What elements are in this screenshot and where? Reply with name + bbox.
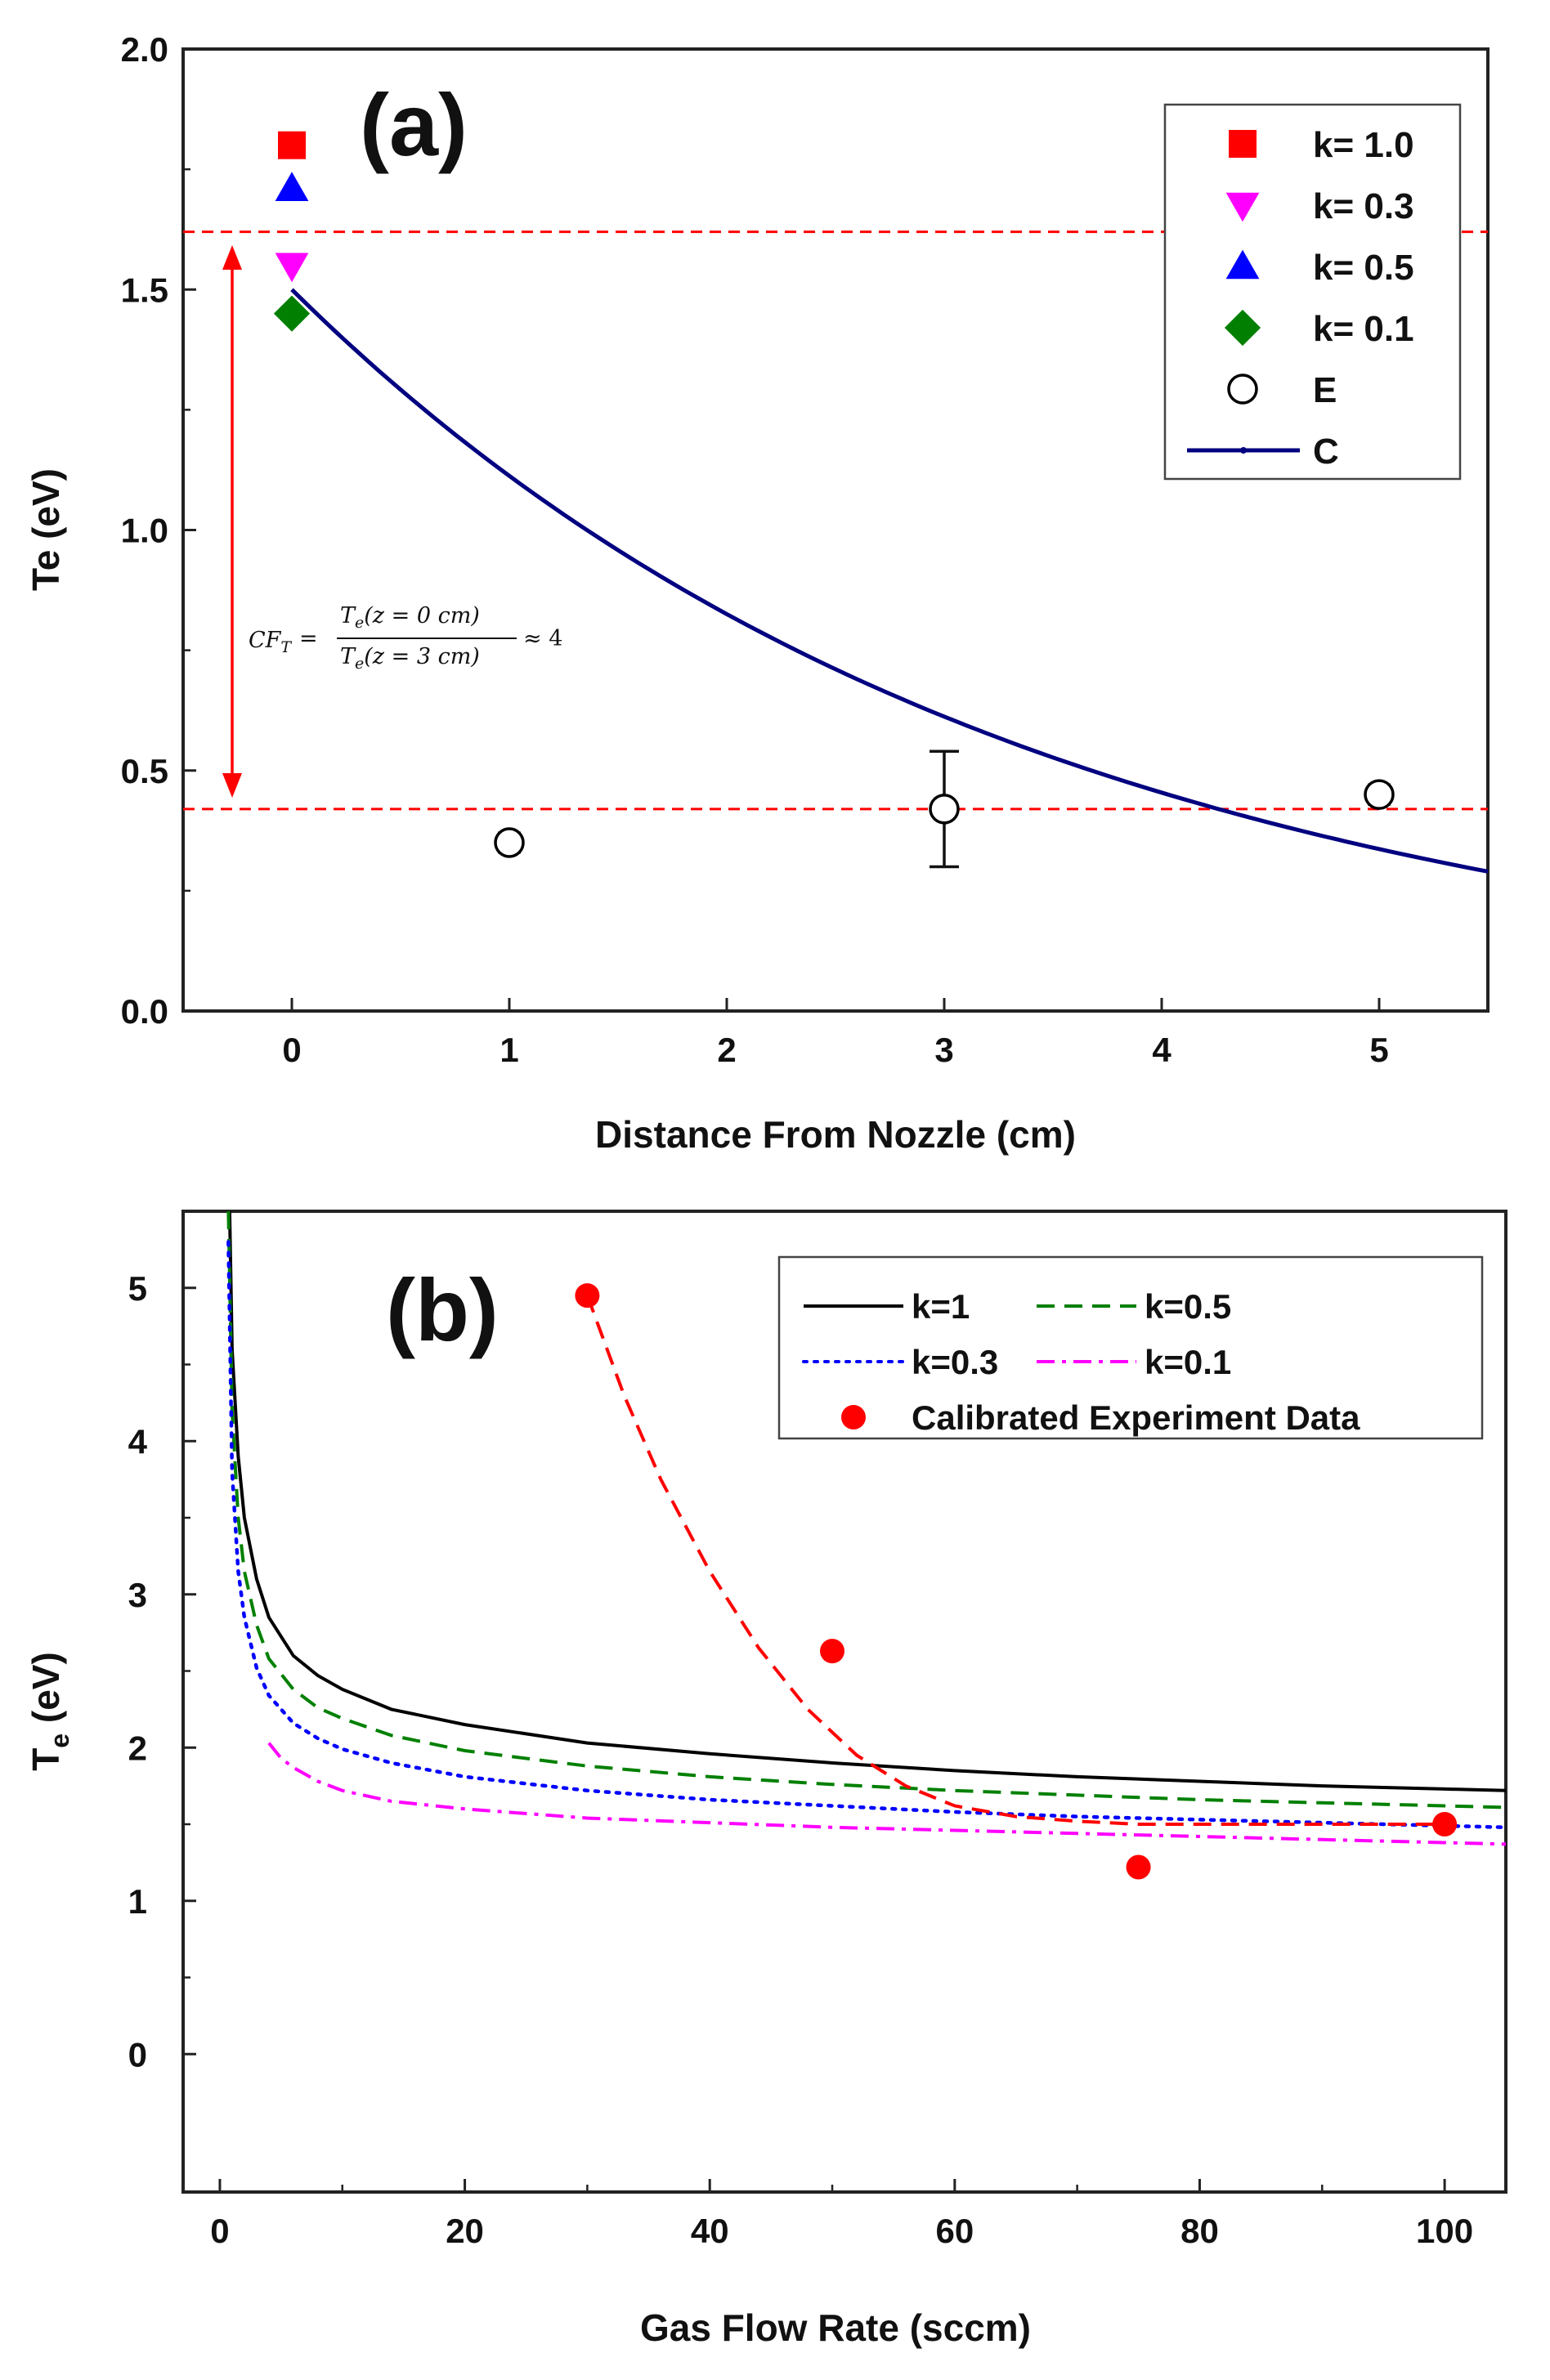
experiment-point xyxy=(820,1639,845,1664)
panel-a-ytick-label: 2.0 xyxy=(121,30,168,69)
panel-a-xtick-label: 2 xyxy=(717,1031,736,1069)
panel-b-xtick-label: 60 xyxy=(935,2212,974,2250)
legend-label: E xyxy=(1313,370,1337,410)
eq-equals: = xyxy=(299,626,318,651)
panel-b-xtick-label: 100 xyxy=(1416,2212,1473,2250)
eq-lhs: CF xyxy=(249,628,282,653)
fit-curve-experiment xyxy=(585,1295,1445,1826)
panel-b-ytick-label: 0 xyxy=(128,2035,147,2074)
panel-b-ytick-label: 5 xyxy=(128,1269,147,1308)
panel-a-xtick-label: 1 xyxy=(499,1031,518,1069)
legend-label: k=1 xyxy=(912,1287,970,1326)
eq-rhs: ≈ 4 xyxy=(523,626,562,651)
panel-b-xtick-label: 20 xyxy=(446,2212,484,2250)
panel-a-legend-box xyxy=(1163,103,1462,481)
panel-a-ytick-label: 1.5 xyxy=(121,271,168,309)
panel-a-xlabel: Distance From Nozzle (cm) xyxy=(595,1113,1076,1156)
eq-num-arg: (z = 0 cm) xyxy=(364,603,480,629)
panel-a-xtick-label: 0 xyxy=(282,1031,301,1069)
point-e xyxy=(494,827,525,858)
curve-k03 xyxy=(226,1240,1508,1830)
point-k01 xyxy=(273,295,311,332)
cf-arrow xyxy=(222,245,242,798)
panel-a-ytick-label: 0.0 xyxy=(121,992,168,1031)
point-e xyxy=(1364,779,1395,810)
panel-b-plot-frame xyxy=(181,1210,1507,2194)
point-k03 xyxy=(275,253,309,283)
curve-k01 xyxy=(267,1742,1507,1846)
panel-a-xtick-label: 4 xyxy=(1152,1031,1171,1069)
svg-text:Te(z = 0 cm): Te(z = 0 cm) xyxy=(340,603,480,632)
eq-den-T: T xyxy=(340,644,356,669)
cf-equation: CFT = Te(z = 0 cm) Te(z = 3 cm) ≈ 4 xyxy=(249,603,562,673)
eq-den-sub: e xyxy=(355,655,364,673)
point-k05 xyxy=(275,172,309,201)
panel-a-xtick-label: 5 xyxy=(1369,1031,1388,1069)
panel-b-ylabel: Te (eV) xyxy=(25,1652,74,1771)
eq-num-T: T xyxy=(340,603,356,629)
panel-b-xtick-label: 0 xyxy=(210,2212,229,2250)
eq-den-arg: (z = 3 cm) xyxy=(364,644,480,669)
legend-label: k= 1.0 xyxy=(1313,125,1414,165)
legend-label: k= 0.5 xyxy=(1313,248,1414,288)
eq-num-sub: e xyxy=(355,614,364,632)
svg-text:CFT: CFT xyxy=(249,628,292,656)
series-C-line xyxy=(290,288,1489,874)
panel-a-xtick-label: 3 xyxy=(934,1031,953,1069)
panel-b-label: (b) xyxy=(386,1260,499,1359)
legend-swatch-C-dot xyxy=(1240,447,1247,454)
panel-b-legend: k=1 k=0.5 k=0.3 k=0.1 Calibrated Experiment … xyxy=(777,1255,1484,1440)
panel-a-label: (a) xyxy=(360,75,468,174)
panel-a-ytick-label: 1.0 xyxy=(121,512,168,550)
panel-b-ytick-label: 2 xyxy=(128,1729,147,1767)
legend-label: k= 0.1 xyxy=(1313,309,1414,349)
legend-swatch-k10 xyxy=(1229,130,1257,158)
legend-label: k= 0.3 xyxy=(1313,186,1414,226)
legend-label: k=0.1 xyxy=(1145,1343,1231,1381)
panel-b-legend-box xyxy=(777,1255,1484,1440)
legend-label: k=0.3 xyxy=(912,1343,998,1381)
legend-swatch-k01 xyxy=(1224,309,1261,347)
panel-b: (b) 0 20 40 60 80 100 0 1 2 3 4 5 k=1 k=0.5 k=0.3 k=0.… xyxy=(25,1210,1508,2349)
panel-b-ytick-label: 1 xyxy=(128,1882,147,1921)
legend-swatch-k03 xyxy=(1225,192,1260,222)
legend-label: k=0.5 xyxy=(1145,1287,1231,1326)
point-e xyxy=(929,794,960,825)
experiment-point xyxy=(1432,1812,1458,1836)
legend-swatch-k05 xyxy=(1225,249,1260,280)
legend-label: Calibrated Experiment Data xyxy=(912,1398,1360,1437)
curve-k1 xyxy=(227,1210,1507,1792)
curve-k05 xyxy=(226,1210,1507,1810)
panel-b-xtick-label: 40 xyxy=(691,2212,729,2250)
panel-b-ytick-label: 4 xyxy=(128,1422,148,1461)
panel-a-ytick-label: 0.5 xyxy=(121,752,168,790)
experiment-point xyxy=(1126,1854,1151,1880)
panel-b-xlabel: Gas Flow Rate (sccm) xyxy=(640,2306,1031,2349)
svg-text:Te(z = 3 cm): Te(z = 3 cm) xyxy=(340,644,480,673)
point-k10 xyxy=(278,131,306,159)
cf-arrow-head-top xyxy=(222,245,242,270)
panel-b-xtick-label: 80 xyxy=(1180,2212,1219,2250)
legend-label: C xyxy=(1313,432,1339,472)
cf-arrow-head-bottom xyxy=(222,773,242,798)
legend-swatch-e xyxy=(1227,374,1258,405)
panel-b-ytick-label: 3 xyxy=(128,1576,147,1614)
panel-a-legend: k= 1.0 k= 0.3 k= 0.5 k= 0.1 EC xyxy=(1163,103,1462,481)
panel-a-ylabel: Te (eV) xyxy=(25,468,67,591)
eq-lhs-sub: T xyxy=(280,638,292,656)
panel-a: (a) 0 1 2 3 4 50.00.51.01.52.0 CFT = Te(z = 0… xyxy=(25,30,1490,1156)
legend-swatch-experiment xyxy=(841,1405,866,1429)
experiment-point xyxy=(575,1283,600,1309)
